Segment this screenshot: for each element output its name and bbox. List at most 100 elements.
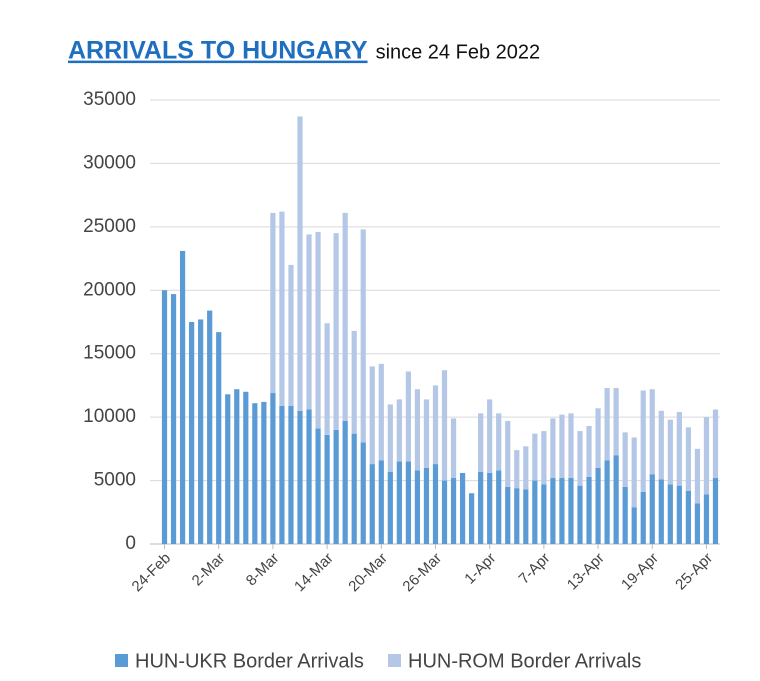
bar-segment: [703, 417, 710, 495]
x-tick-label: 19-Apr: [618, 550, 662, 594]
y-tick-label: 15000: [83, 343, 136, 364]
bar-segment: [405, 371, 411, 462]
bar-segment: [577, 431, 583, 486]
bar-segment: [189, 322, 195, 544]
y-tick-label: 25000: [83, 216, 136, 237]
bar-segment: [559, 478, 565, 544]
bar-segment: [270, 393, 276, 544]
bar-segment: [441, 370, 448, 481]
bar-segment: [658, 479, 664, 544]
bar-segment: [423, 399, 430, 468]
legend-label: HUN-ROM Border Arrivals: [408, 650, 641, 672]
bar-segment: [432, 385, 439, 465]
bar-segment: [550, 418, 556, 479]
x-tick-label: 26-Mar: [399, 550, 445, 596]
bar-segment: [396, 399, 402, 462]
bar-segment: [604, 460, 610, 544]
x-tick-label: 14-Mar: [291, 550, 337, 596]
bar-segment: [234, 389, 240, 544]
bar-segment: [333, 429, 339, 544]
bar-segment: [441, 480, 448, 544]
x-tick-label: 24-Feb: [129, 550, 175, 596]
bar-segment: [351, 330, 357, 434]
y-tick-label: 0: [125, 533, 136, 554]
bar-segment: [712, 478, 719, 544]
bar-segment: [658, 410, 664, 480]
bar-segment: [243, 391, 249, 544]
y-tick-label: 30000: [83, 152, 136, 173]
bar-segment: [378, 363, 384, 461]
bar-segment: [324, 434, 330, 544]
bar-segment: [631, 507, 637, 544]
bar-segment: [568, 413, 574, 479]
bar-segment: [505, 420, 511, 487]
bar-segment: [703, 494, 710, 544]
chart-subtitle: since 24 Feb 2022: [376, 41, 541, 63]
bar-segment: [496, 470, 502, 544]
bar-segment: [315, 428, 321, 544]
x-tick-label: 2-Mar: [189, 550, 229, 590]
bar-segment: [342, 420, 348, 544]
y-tick-label: 5000: [94, 470, 136, 491]
bar-segment: [161, 290, 168, 544]
legend-swatch: [388, 654, 401, 667]
x-tick-label: 20-Mar: [345, 550, 391, 596]
bar-segment: [604, 387, 610, 461]
bar-segment: [351, 433, 357, 544]
bar-segment: [613, 387, 619, 456]
bar-segment: [405, 461, 411, 544]
bar-segment: [306, 409, 312, 544]
x-tick-label: 25-Apr: [672, 550, 716, 594]
bar-segment: [414, 470, 421, 544]
bar-segment: [414, 389, 421, 471]
bar-segment: [469, 493, 475, 544]
bar-segment: [225, 394, 231, 544]
bar-segment: [667, 419, 673, 485]
bar-segment: [297, 410, 303, 544]
bar-segment: [306, 234, 312, 410]
bar-segment: [487, 399, 493, 473]
x-tick-label: 8-Mar: [243, 550, 283, 590]
bar-segment: [676, 485, 682, 544]
bar-segment: [207, 310, 213, 544]
y-tick-label: 35000: [83, 89, 136, 110]
bar-segment: [586, 476, 592, 544]
bar-segment: [514, 488, 520, 544]
bar-segment: [324, 323, 330, 435]
x-tick-label: 13-Apr: [564, 550, 608, 594]
bar-segment: [360, 229, 366, 443]
bar-segment: [170, 294, 177, 544]
bar-segment: [622, 432, 628, 487]
bar-segment: [586, 426, 592, 477]
bar-segment: [595, 408, 601, 468]
bar-segment: [179, 250, 186, 544]
legend-label: HUN-UKR Border Arrivals: [135, 650, 364, 672]
bar-segment: [387, 404, 393, 472]
bar-segment: [694, 503, 701, 544]
bar-segment: [478, 413, 484, 472]
bar-segment: [550, 478, 556, 544]
bar-segment: [478, 471, 484, 544]
y-tick-label: 20000: [83, 279, 136, 300]
bar-segment: [649, 474, 655, 544]
bar-segment: [288, 264, 294, 406]
bar-segment: [216, 332, 222, 544]
bar-segment: [640, 390, 646, 492]
bar-segment: [523, 489, 529, 544]
x-tick-label: 1-Apr: [461, 550, 499, 588]
bar-segment: [396, 461, 402, 544]
bar-segment: [505, 486, 511, 544]
bar-segment: [342, 212, 348, 421]
bar-segment: [568, 478, 574, 544]
bar-segment: [667, 484, 673, 544]
bar-segment: [315, 231, 321, 429]
x-tick-label: 7-Apr: [516, 550, 554, 588]
bar-segment: [288, 405, 294, 544]
bar-segment: [523, 446, 529, 490]
bar-segment: [541, 431, 547, 485]
bar-segment: [252, 403, 258, 544]
bar-segment: [369, 366, 375, 465]
chart-title[interactable]: ARRIVALS TO HUNGARY: [68, 37, 368, 65]
bar-segment: [360, 442, 366, 544]
